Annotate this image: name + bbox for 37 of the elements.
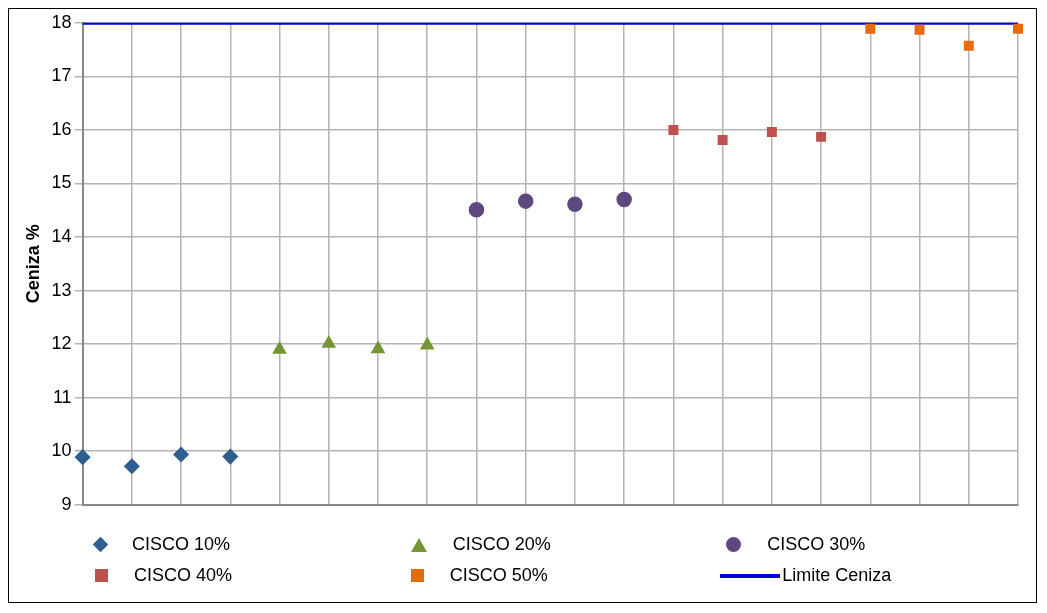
y-tick-label: 13 (51, 279, 72, 300)
legend-label: CISCO 50% (449, 565, 548, 586)
point (371, 341, 385, 354)
point (766, 127, 777, 138)
point (1013, 23, 1023, 34)
legend-label: CISCO 10% (132, 534, 231, 555)
point (272, 341, 287, 354)
y-axis-title: Ceniza % (22, 224, 43, 304)
point (717, 135, 728, 146)
legend-label: CISCO 40% (134, 565, 233, 586)
legend-label: CISCO 30% (767, 534, 866, 555)
point (222, 448, 239, 465)
y-tick-label: 9 (61, 493, 72, 514)
point (173, 446, 189, 463)
y-tick-label: 16 (51, 118, 72, 139)
point (74, 449, 91, 465)
point (517, 193, 534, 209)
y-tick-label: 14 (51, 225, 72, 246)
y-tick-label: 10 (51, 440, 72, 461)
y-tick-label: 17 (51, 65, 72, 86)
point (567, 196, 583, 213)
point (124, 458, 140, 474)
y-tick-label: 15 (51, 172, 72, 193)
point (963, 40, 974, 51)
y-tick-label: 11 (52, 386, 72, 407)
point (616, 191, 632, 208)
point (816, 131, 827, 142)
legend-label: Limite Ceniza (782, 565, 892, 586)
legend-label: CISCO 20% (452, 534, 551, 555)
y-tick-label: 12 (51, 333, 72, 354)
point (321, 335, 336, 348)
y-tick-label: 18 (51, 11, 72, 32)
point (914, 24, 925, 35)
point (668, 124, 679, 135)
point (865, 23, 876, 34)
point (420, 337, 435, 350)
point (468, 201, 485, 218)
